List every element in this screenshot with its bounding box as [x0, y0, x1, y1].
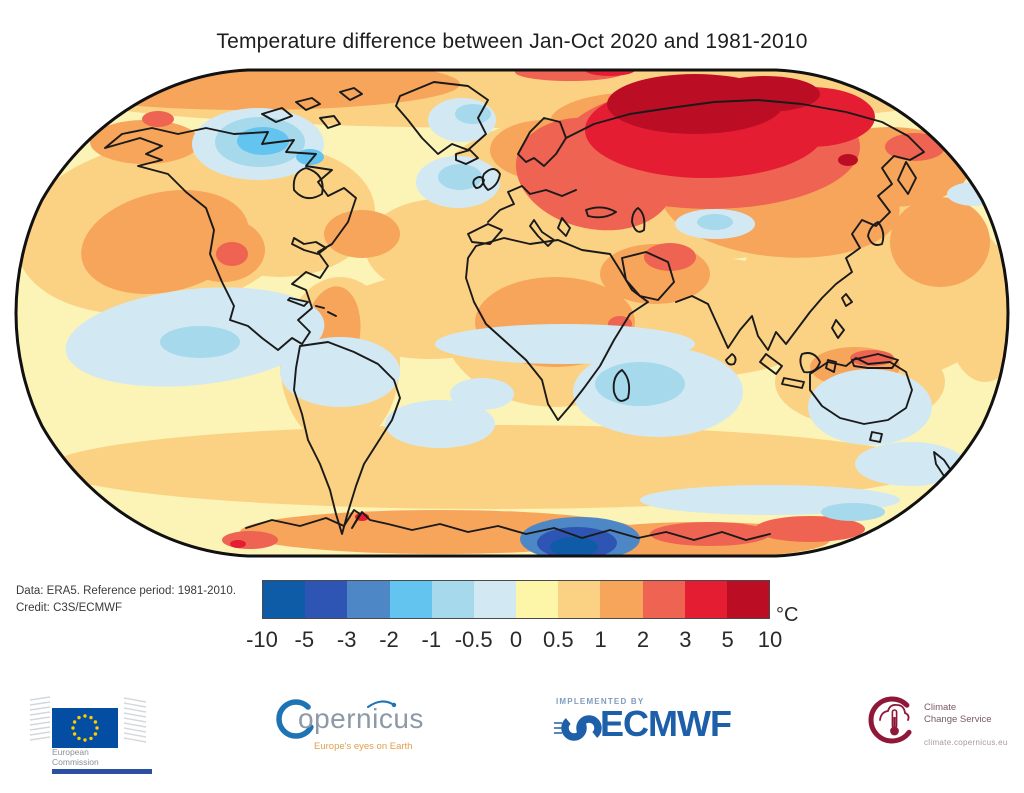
colorbar-cell	[473, 581, 517, 618]
colorbar-tick: 10	[757, 627, 783, 652]
colorbar-tick: -3	[336, 627, 357, 652]
eu-star	[72, 732, 77, 736]
c3s-text-line1: Climate	[924, 702, 957, 713]
coast-australia	[809, 357, 913, 443]
coast-caribbean	[287, 297, 337, 317]
anomaly-pale-blue	[65, 98, 1003, 515]
world-anomaly-map	[10, 62, 1014, 566]
c3s-thermometer-icon	[890, 709, 899, 736]
eu-star	[95, 726, 99, 730]
ecmwf-logo: IMPLEMENTED BY ECMWF	[552, 697, 752, 757]
colorbar-ticks: -10 -5 -3 -2 -1 -0.5 0 0.5 1 2 3 5 10	[246, 627, 782, 657]
credit-block: Data: ERA5. Reference period: 1981-2010.…	[16, 583, 236, 617]
anomaly-ross-sea-cold-core	[520, 517, 640, 556]
credit-line-1: Data: ERA5. Reference period: 1981-2010.	[16, 585, 236, 597]
european-commission-logo: European Commission	[28, 688, 178, 783]
colorbar-tick: -1	[421, 627, 442, 652]
colorbar-unit: °C	[776, 604, 799, 626]
colorbar-cell	[263, 581, 306, 618]
eu-star	[93, 720, 98, 724]
colorbar-cell	[305, 581, 348, 618]
colorbar-cell	[600, 581, 643, 618]
eu-text-line1: European	[52, 747, 89, 757]
coast-hudson-bay	[292, 167, 324, 200]
coast-kamchatka-japan	[867, 161, 917, 246]
eu-star	[77, 715, 81, 720]
eu-star	[93, 732, 98, 736]
c3s-url: climate.copernicus.eu	[924, 738, 1008, 747]
coast-madagascar	[612, 369, 631, 402]
eu-pages-decoration	[29, 696, 147, 743]
copernicus-name: opernicus	[298, 703, 424, 734]
colorbar-cell	[684, 581, 727, 618]
eu-star	[77, 736, 81, 741]
copernicus-logo: opernicus Europe's eyes on Earth	[272, 693, 442, 768]
coast-north-america	[104, 127, 357, 351]
coast-south-america	[293, 341, 401, 535]
climate-change-service-logo: Climate Change Service climate.copernicu…	[866, 690, 1016, 770]
colorbar-cell	[516, 581, 559, 618]
colorbar-tick: -5	[294, 627, 315, 652]
colorbar-cell	[642, 581, 685, 618]
copernicus-tagline: Europe's eyes on Earth	[314, 741, 413, 752]
colorbar-cell	[347, 581, 390, 618]
eu-flag-field	[52, 708, 118, 748]
coast-britain	[472, 168, 501, 191]
eu-star	[83, 714, 87, 718]
coast-antarctica	[245, 509, 771, 541]
eu-text: European Commission	[52, 747, 99, 767]
ecmwf-implemented-by: IMPLEMENTED BY	[556, 697, 645, 706]
colorbar-tick: -10	[246, 627, 278, 652]
colorbar-cell	[726, 581, 770, 618]
colorbar-tick: 0.5	[543, 627, 574, 652]
coast-great-lakes	[291, 237, 327, 255]
coast-italy-balkans	[529, 217, 571, 247]
eu-star	[71, 726, 75, 730]
c3s-cloud-icon	[879, 703, 910, 721]
eu-star	[83, 738, 87, 742]
eu-text-line2: Commission	[52, 756, 99, 767]
colorbar-tick: -2	[379, 627, 399, 652]
copernicus-swoosh-icon	[276, 699, 397, 739]
eu-star	[89, 715, 93, 720]
colorbar	[262, 580, 770, 619]
colorbar-tick: -0.5	[454, 627, 493, 652]
colorbar-cell	[558, 581, 601, 618]
eu-flag-icon	[29, 696, 147, 748]
eu-stars	[71, 714, 99, 742]
chart-title: Temperature difference between Jan-Oct 2…	[216, 30, 808, 53]
eu-star	[72, 720, 77, 724]
coast-iceland	[455, 149, 479, 165]
eu-underline-bar	[52, 769, 152, 774]
coast-scandinavia	[517, 117, 567, 167]
coast-iberia	[467, 223, 503, 245]
colorbar-tick: 3	[679, 627, 692, 652]
ecmwf-name: ECMWF	[600, 703, 732, 744]
colorbar-cells	[263, 581, 770, 618]
c3s-mark-icon	[868, 696, 916, 744]
ecmwf-mark-icon	[554, 715, 602, 741]
credit-line-2: Credit: C3S/ECMWF	[16, 602, 123, 614]
coastlines	[104, 81, 957, 541]
robinson-map-svg	[14, 68, 1010, 558]
colorbar-cell	[389, 581, 432, 618]
eu-star	[89, 736, 93, 741]
coast-arctic-islands	[261, 87, 363, 129]
coast-arabia	[621, 251, 675, 301]
coast-asia	[565, 99, 925, 351]
c3s-text: Climate Change Service	[924, 702, 992, 725]
coast-new-guinea	[851, 353, 899, 369]
colorbar-tick: 2	[636, 627, 650, 652]
coast-africa	[465, 237, 649, 421]
anomaly-field	[16, 70, 1008, 556]
c3s-text-line2: Change Service	[924, 713, 992, 725]
colorbar-tick: 5	[721, 627, 734, 652]
colorbar-tick: 1	[594, 627, 607, 652]
logo-row: European Commission opernicus Europe's e…	[0, 685, 1024, 785]
coast-europe-mainland	[487, 185, 577, 223]
colorbar-cell	[431, 581, 474, 618]
coast-black-caspian-seas	[585, 206, 646, 233]
colorbar-tick: 0	[509, 627, 523, 652]
